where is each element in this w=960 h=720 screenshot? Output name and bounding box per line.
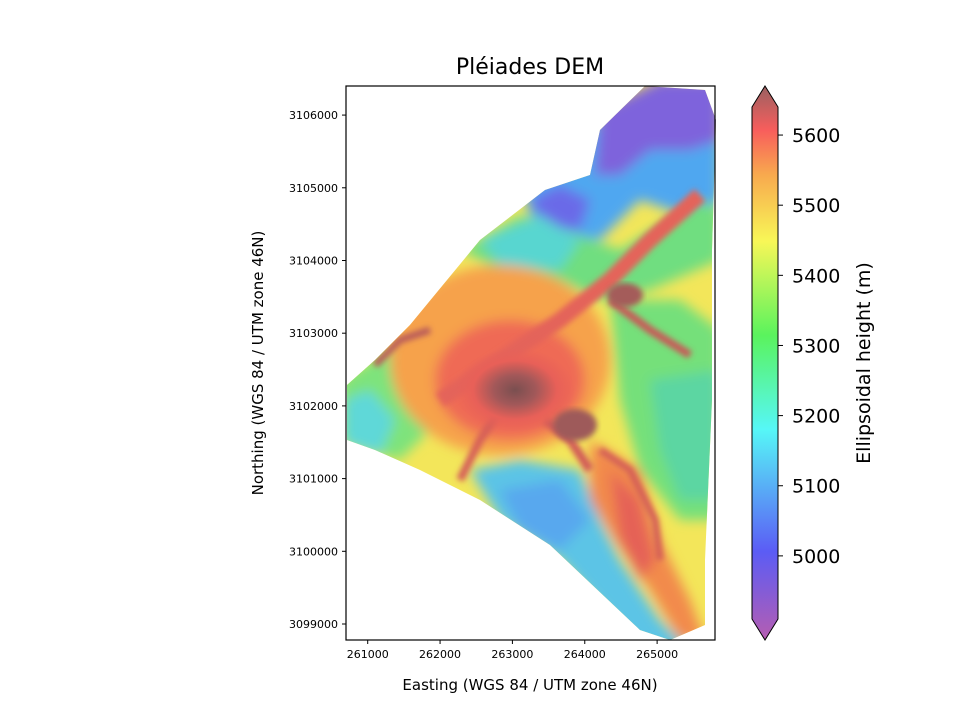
colorbar-tick-label: 5600	[792, 125, 840, 147]
colorbar-body	[751, 85, 779, 641]
y-tick-label: 3104000	[289, 254, 338, 267]
y-tick-label: 3100000	[289, 545, 338, 558]
x-tick-label: 262000	[419, 648, 461, 661]
colorbar-tick-label: 5200	[792, 406, 840, 428]
x-tick-label: 261000	[347, 648, 389, 661]
y-tick-label: 3106000	[289, 109, 338, 122]
y-tick-label: 3099000	[289, 618, 338, 631]
colorbar-tick-label: 5400	[792, 265, 840, 287]
plot-title: Pléiades DEM	[456, 55, 604, 80]
colorbar: 5000 5100 5200 5300 5400 5500 5600 Ellipsoidal…	[751, 85, 875, 641]
colorbar-tick-label: 5100	[792, 476, 840, 498]
dem-raster	[347, 86, 716, 640]
y-tick-label: 3102000	[289, 400, 338, 413]
y-tick-label: 3103000	[289, 327, 338, 340]
x-axis-ticks: 261000 262000 263000 264000 265000	[347, 640, 678, 661]
x-axis-label: Easting (WGS 84 / UTM zone 46N)	[402, 676, 657, 694]
colorbar-tick-label: 5300	[792, 335, 840, 357]
x-tick-label: 263000	[491, 648, 533, 661]
colorbar-label: Ellipsoidal height (m)	[853, 262, 875, 464]
y-axis-ticks: 3099000 3100000 3101000 3102000 3103000 31040…	[289, 109, 346, 631]
colorbar-tick-label: 5000	[792, 546, 840, 568]
plot-area-frame	[345, 85, 716, 641]
x-tick-label: 264000	[564, 648, 606, 661]
y-axis-label: Northing (WGS 84 / UTM zone 46N)	[249, 231, 267, 496]
x-tick-label: 265000	[636, 648, 678, 661]
colorbar-ticks: 5000 5100 5200 5300 5400 5500 5600	[778, 125, 840, 568]
y-tick-label: 3105000	[289, 182, 338, 195]
colorbar-tick-label: 5500	[792, 195, 840, 217]
y-tick-label: 3101000	[289, 473, 338, 486]
